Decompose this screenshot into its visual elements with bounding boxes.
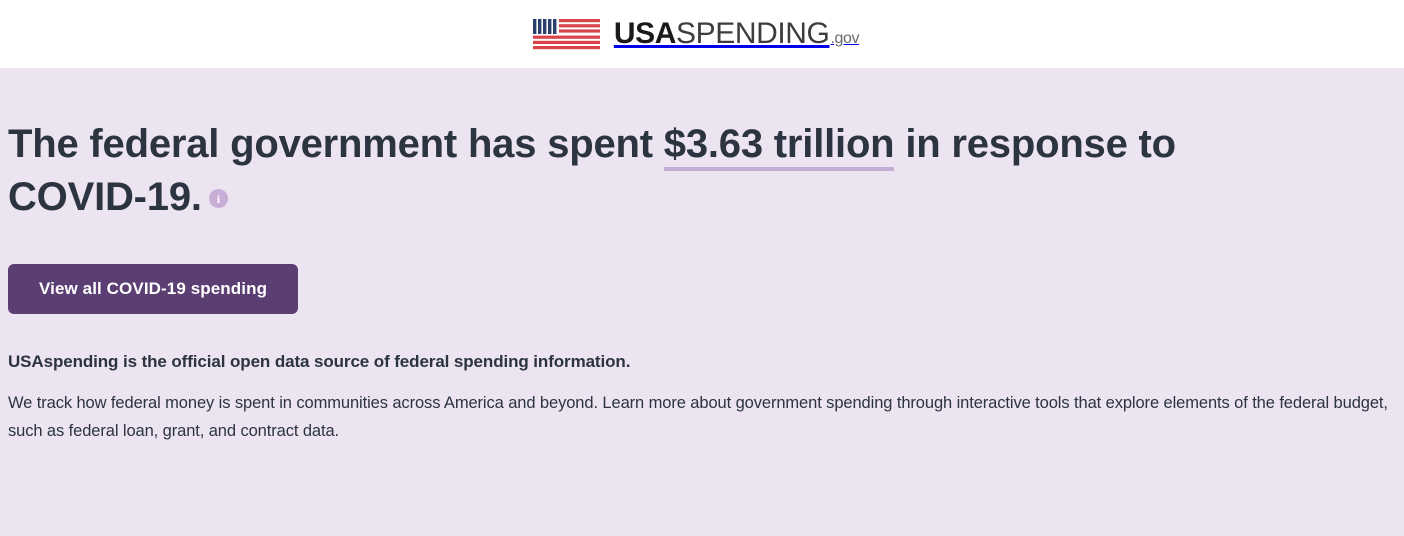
view-all-covid-spending-button[interactable]: View all COVID-19 spending bbox=[8, 263, 299, 314]
page-title-prefix: The federal government has spent bbox=[8, 122, 664, 166]
wordmark-spending: SPENDING bbox=[675, 17, 830, 50]
info-icon[interactable]: i bbox=[208, 189, 228, 209]
page-title: The federal government has spent $3.63 t… bbox=[8, 68, 1298, 224]
body-paragraph: We track how federal money is spent in c… bbox=[8, 393, 1388, 440]
usaspending-logo-link[interactable]: USA SPENDING .gov bbox=[532, 17, 860, 51]
wordmark-usa: USA bbox=[613, 17, 677, 50]
covid-hero-section: The federal government has spent $3.63 t… bbox=[0, 68, 1404, 536]
site-header: USA SPENDING .gov bbox=[0, 0, 1404, 68]
lede-text: USAspending is the official open data so… bbox=[8, 351, 631, 371]
usaspending-flag-logo-icon bbox=[532, 17, 603, 51]
covid-total-amount: $3.63 trillion bbox=[663, 122, 895, 171]
wordmark-gov: .gov bbox=[830, 30, 860, 47]
usaspending-wordmark: USA SPENDING .gov bbox=[613, 17, 860, 50]
page-title-suffix: in response to COVID-19. bbox=[8, 122, 1176, 219]
